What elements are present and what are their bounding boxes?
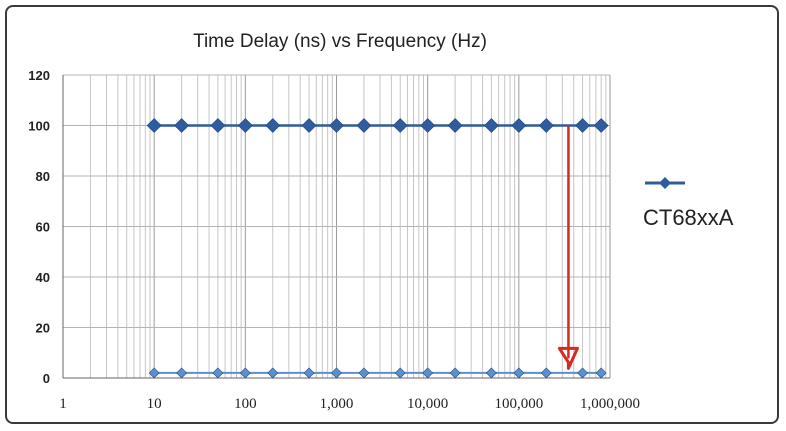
x-tick-label: 100 [234, 396, 257, 412]
data-point [538, 118, 554, 133]
chart-title: Time Delay (ns) vs Frequency (Hz) [193, 31, 487, 52]
data-point [575, 118, 590, 133]
data-point [331, 367, 342, 379]
data-point [447, 118, 463, 133]
annotations [557, 125, 579, 370]
data-point [174, 118, 190, 133]
series-2 [148, 367, 607, 379]
x-tick-label: 10 [147, 396, 162, 412]
y-tick-label: 0 [43, 371, 50, 386]
data-point [237, 118, 253, 133]
series-layer [146, 118, 609, 379]
data-point [265, 118, 281, 133]
data-point [422, 367, 434, 379]
y-tick-label: 40 [36, 270, 50, 285]
data-point [420, 118, 436, 133]
legend: CT68xxA [643, 177, 734, 230]
x-tick-label: 1 [59, 396, 67, 412]
data-point [540, 367, 552, 379]
x-tick-label: 1,000,000 [580, 396, 640, 412]
data-point [148, 367, 160, 379]
legend-marker [659, 177, 671, 189]
data-point [595, 367, 607, 379]
x-tick-label: 100,000 [494, 396, 543, 412]
data-point [356, 118, 372, 133]
data-point [267, 367, 279, 379]
data-point [593, 118, 609, 133]
data-point [511, 118, 527, 133]
y-tick-label: 80 [36, 169, 50, 184]
series-1 [146, 118, 609, 133]
data-point [210, 118, 226, 133]
legend-label: CT68xxA [643, 205, 734, 230]
y-tick-label: 20 [36, 321, 50, 336]
data-point [329, 118, 344, 133]
x-tick-label: 1,000 [320, 396, 354, 412]
data-point [485, 367, 497, 379]
data-point [303, 367, 315, 379]
y-tick-label: 60 [36, 220, 50, 235]
data-point [513, 367, 525, 379]
y-tick-label: 100 [28, 119, 50, 134]
data-point [301, 118, 317, 133]
data-point [392, 118, 408, 133]
x-tick-label: 10,000 [407, 396, 448, 412]
data-point [176, 367, 188, 379]
data-point [239, 367, 251, 379]
y-tick-label: 120 [28, 68, 50, 83]
data-point [483, 118, 499, 133]
data-point [577, 367, 588, 379]
annotation-arrow-head [557, 346, 579, 370]
data-point [212, 367, 224, 379]
data-point [394, 367, 406, 379]
data-point [358, 367, 370, 379]
data-point [146, 118, 162, 133]
data-point [449, 367, 461, 379]
